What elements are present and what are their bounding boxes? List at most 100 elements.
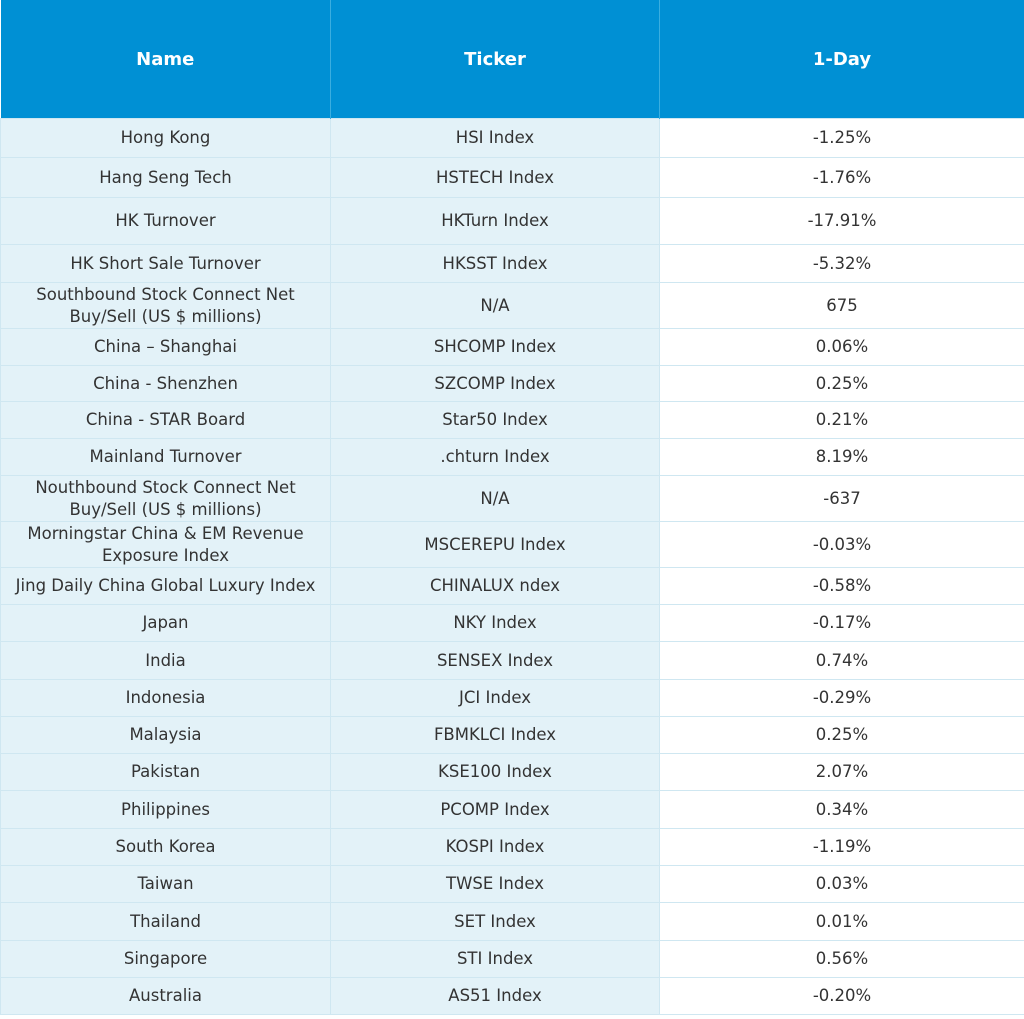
ticker-cell: SET Index (330, 902, 660, 941)
name-cell: China – Shanghai (0, 328, 331, 366)
value-cell: -1.25% (659, 118, 1024, 158)
ticker-cell: N/A (330, 475, 660, 522)
ticker-cell: HKSST Index (330, 244, 660, 283)
ticker-cell: HKTurn Index (330, 197, 660, 245)
table-row: Pakistan KSE100 Index 2.07% (0, 753, 1024, 791)
value-cell: 2.07% (659, 753, 1024, 791)
value-cell: 8.19% (659, 438, 1024, 476)
ticker-cell: KSE100 Index (330, 753, 660, 791)
table-row: Jing Daily China Global Luxury Index CHIN… (0, 567, 1024, 605)
value-cell: 0.74% (659, 641, 1024, 680)
table-row: Indonesia JCI Index -0.29% (0, 679, 1024, 717)
table-row: Morningstar China & EM Revenue Exposure … (0, 521, 1024, 568)
ticker-cell: Star50 Index (330, 401, 660, 439)
ticker-cell: HSI Index (330, 118, 660, 158)
name-cell: South Korea (0, 828, 331, 866)
value-cell: -1.76% (659, 157, 1024, 198)
value-cell: -0.58% (659, 567, 1024, 605)
table-row: Southbound Stock Connect Net Buy/Sell (U… (0, 282, 1024, 329)
value-cell: -0.17% (659, 604, 1024, 642)
table-row: India SENSEX Index 0.74% (0, 641, 1024, 680)
table-row: Thailand SET Index 0.01% (0, 902, 1024, 941)
value-cell: 0.06% (659, 328, 1024, 366)
value-cell: -17.91% (659, 197, 1024, 245)
table-row: South Korea KOSPI Index -1.19% (0, 828, 1024, 866)
value-cell: 0.25% (659, 365, 1024, 402)
name-cell: HK Short Sale Turnover (0, 244, 331, 283)
name-cell: Singapore (0, 940, 331, 978)
ticker-cell: HSTECH Index (330, 157, 660, 198)
ticker-cell: N/A (330, 282, 660, 329)
name-cell: Australia (0, 977, 331, 1015)
ticker-cell: MSCEREPU Index (330, 521, 660, 568)
value-cell: -0.20% (659, 977, 1024, 1015)
value-cell: -0.03% (659, 521, 1024, 568)
name-cell: Nouthbound Stock Connect Net Buy/Sell (U… (0, 475, 331, 522)
ticker-cell: PCOMP Index (330, 790, 660, 829)
name-cell: Philippines (0, 790, 331, 829)
ticker-cell: CHINALUX ndex (330, 567, 660, 605)
ticker-cell: TWSE Index (330, 865, 660, 903)
table-header: Name Ticker 1-Day (0, 0, 1024, 119)
value-cell: 675 (659, 282, 1024, 329)
name-cell: Thailand (0, 902, 331, 941)
name-cell: HK Turnover (0, 197, 331, 245)
table-row: China - STAR Board Star50 Index 0.21% (0, 401, 1024, 439)
header-cell: Name (0, 0, 331, 119)
ticker-cell: KOSPI Index (330, 828, 660, 866)
value-cell: 0.56% (659, 940, 1024, 978)
table-row: China - Shenzhen SZCOMP Index 0.25% (0, 365, 1024, 402)
value-cell: -5.32% (659, 244, 1024, 283)
name-cell: Taiwan (0, 865, 331, 903)
table-row: Nouthbound Stock Connect Net Buy/Sell (U… (0, 475, 1024, 522)
name-cell: Indonesia (0, 679, 331, 717)
name-cell: Morningstar China & EM Revenue Exposure … (0, 521, 331, 568)
name-cell: Pakistan (0, 753, 331, 791)
ticker-cell: SHCOMP Index (330, 328, 660, 366)
table-row: Hang Seng Tech HSTECH Index -1.76% (0, 157, 1024, 198)
table-row: Malaysia FBMKLCI Index 0.25% (0, 716, 1024, 754)
table-row: Philippines PCOMP Index 0.34% (0, 790, 1024, 829)
header-row: Name Ticker 1-Day (0, 0, 1024, 119)
ticker-cell: SZCOMP Index (330, 365, 660, 402)
value-cell: 0.01% (659, 902, 1024, 941)
ticker-cell: .chturn Index (330, 438, 660, 476)
ticker-cell: NKY Index (330, 604, 660, 642)
table-row: HK Short Sale Turnover HKSST Index -5.32% (0, 244, 1024, 283)
table-body: Hong Kong HSI Index -1.25% Hang Seng Tech HS… (0, 118, 1024, 1015)
table-row: China – Shanghai SHCOMP Index 0.06% (0, 328, 1024, 366)
table-row: Mainland Turnover .chturn Index 8.19% (0, 438, 1024, 476)
value-cell: 0.03% (659, 865, 1024, 903)
name-cell: Jing Daily China Global Luxury Index (0, 567, 331, 605)
name-cell: India (0, 641, 331, 680)
name-cell: China - Shenzhen (0, 365, 331, 402)
table-row: HK Turnover HKTurn Index -17.91% (0, 197, 1024, 245)
name-cell: China - STAR Board (0, 401, 331, 439)
ticker-cell: JCI Index (330, 679, 660, 717)
ticker-cell: STI Index (330, 940, 660, 978)
table-row: Australia AS51 Index -0.20% (0, 977, 1024, 1015)
table-row: Singapore STI Index 0.56% (0, 940, 1024, 978)
value-cell: -1.19% (659, 828, 1024, 866)
value-cell: 0.21% (659, 401, 1024, 439)
name-cell: Southbound Stock Connect Net Buy/Sell (U… (0, 282, 331, 329)
value-cell: 0.25% (659, 716, 1024, 754)
name-cell: Malaysia (0, 716, 331, 754)
header-cell: 1-Day (659, 0, 1024, 119)
table-row: Japan NKY Index -0.17% (0, 604, 1024, 642)
ticker-cell: SENSEX Index (330, 641, 660, 680)
header-cell: Ticker (330, 0, 660, 119)
name-cell: Hong Kong (0, 118, 331, 158)
table-row: Taiwan TWSE Index 0.03% (0, 865, 1024, 903)
value-cell: 0.34% (659, 790, 1024, 829)
table-row: Hong Kong HSI Index -1.25% (0, 118, 1024, 158)
name-cell: Japan (0, 604, 331, 642)
ticker-cell: FBMKLCI Index (330, 716, 660, 754)
value-cell: -637 (659, 475, 1024, 522)
name-cell: Hang Seng Tech (0, 157, 331, 198)
name-cell: Mainland Turnover (0, 438, 331, 476)
value-cell: -0.29% (659, 679, 1024, 717)
ticker-cell: AS51 Index (330, 977, 660, 1015)
